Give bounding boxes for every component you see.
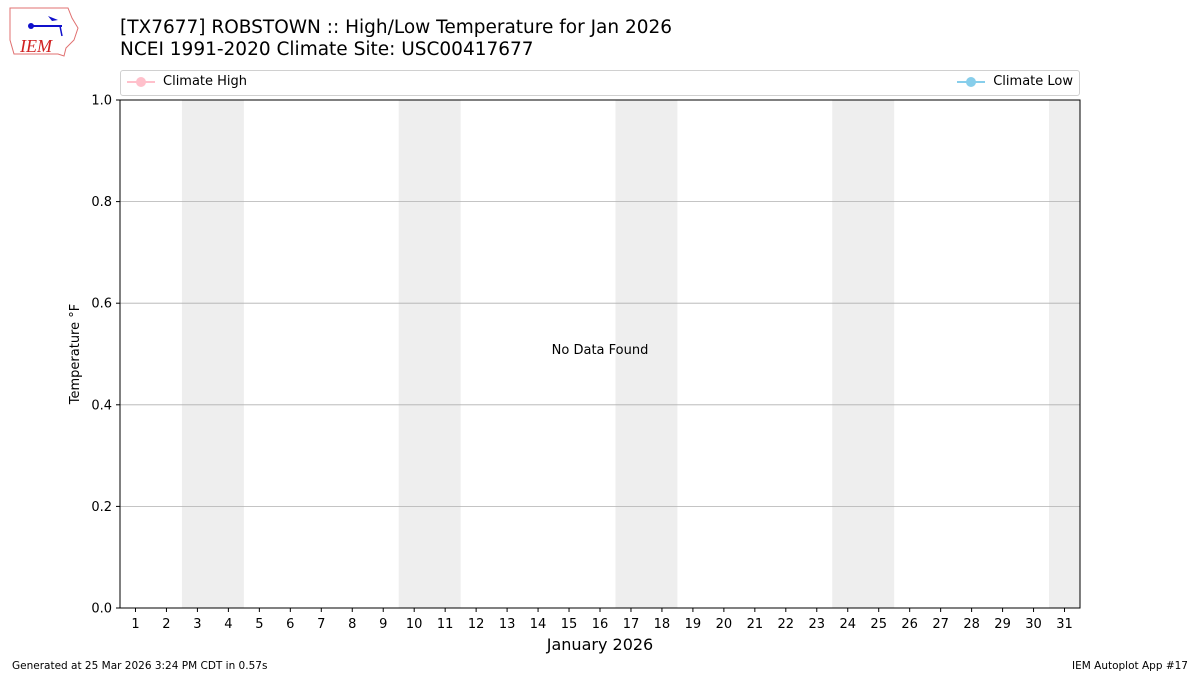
- legend-marker-high: [127, 76, 155, 87]
- x-tick-label: 18: [654, 617, 671, 632]
- x-tick-label: 24: [839, 617, 856, 632]
- x-tick-label: 14: [530, 617, 547, 632]
- footer-generated: Generated at 25 Mar 2026 3:24 PM CDT in …: [12, 660, 268, 672]
- x-tick-label: 27: [932, 617, 949, 632]
- x-tick-label: 7: [317, 617, 325, 632]
- x-tick-label: 23: [809, 617, 826, 632]
- x-tick-label: 29: [994, 617, 1011, 632]
- x-tick-label: 4: [224, 617, 232, 632]
- x-tick-label: 17: [623, 617, 640, 632]
- weekend-shade: [615, 100, 678, 608]
- svg-text:IEM: IEM: [19, 36, 53, 56]
- weekend-shade: [832, 100, 895, 608]
- x-tick-label: 22: [778, 617, 795, 632]
- x-tick-label: 19: [685, 617, 702, 632]
- legend: Climate High Climate Low: [120, 70, 1080, 96]
- legend-item-climate-high: Climate High: [127, 74, 247, 89]
- x-tick-label: 15: [561, 617, 578, 632]
- x-tick-label: 10: [406, 617, 423, 632]
- chart-title: [TX7677] ROBSTOWN :: High/Low Temperatur…: [120, 17, 673, 38]
- x-tick-label: 1: [131, 617, 139, 632]
- y-tick-label: 0.0: [91, 602, 112, 617]
- legend-item-climate-low: Climate Low: [957, 74, 1073, 89]
- legend-marker-low: [957, 76, 986, 87]
- x-tick-label: 9: [379, 617, 387, 632]
- y-tick-label: 0.2: [91, 500, 112, 515]
- x-tick-label: 28: [963, 617, 980, 632]
- x-tick-label: 8: [348, 617, 356, 632]
- weekend-shade: [398, 100, 461, 608]
- y-tick-label: 0.8: [91, 195, 112, 210]
- x-tick-label: 5: [255, 617, 263, 632]
- x-tick-label: 11: [437, 617, 454, 632]
- y-tick-label: 0.6: [91, 297, 112, 312]
- x-tick-label: 21: [747, 617, 764, 632]
- chart-subtitle: NCEI 1991-2020 Climate Site: USC00417677: [120, 39, 534, 60]
- footer-app: IEM Autoplot App #17: [1072, 660, 1188, 672]
- legend-label: Climate Low: [993, 74, 1073, 89]
- x-tick-label: 25: [870, 617, 887, 632]
- no-data-annotation: No Data Found: [552, 343, 649, 358]
- x-axis-label: January 2026: [546, 635, 653, 654]
- x-tick-label: 26: [901, 617, 918, 632]
- x-tick-label: 3: [193, 617, 201, 632]
- x-tick-label: 30: [1025, 617, 1042, 632]
- x-tick-label: 31: [1056, 617, 1073, 632]
- y-tick-label: 0.4: [91, 398, 112, 413]
- legend-label: Climate High: [163, 74, 248, 89]
- weekend-shade: [181, 100, 244, 608]
- x-tick-label: 16: [592, 617, 609, 632]
- x-tick-label: 6: [286, 617, 294, 632]
- x-tick-label: 20: [716, 617, 733, 632]
- x-tick-label: 13: [499, 617, 516, 632]
- iem-logo: IEM: [9, 7, 79, 57]
- weekend-shade: [1049, 100, 1080, 608]
- y-tick-label: 1.0: [91, 94, 112, 109]
- y-axis-label: Temperature °F: [68, 304, 83, 405]
- x-tick-label: 12: [468, 617, 485, 632]
- x-tick-label: 2: [162, 617, 170, 632]
